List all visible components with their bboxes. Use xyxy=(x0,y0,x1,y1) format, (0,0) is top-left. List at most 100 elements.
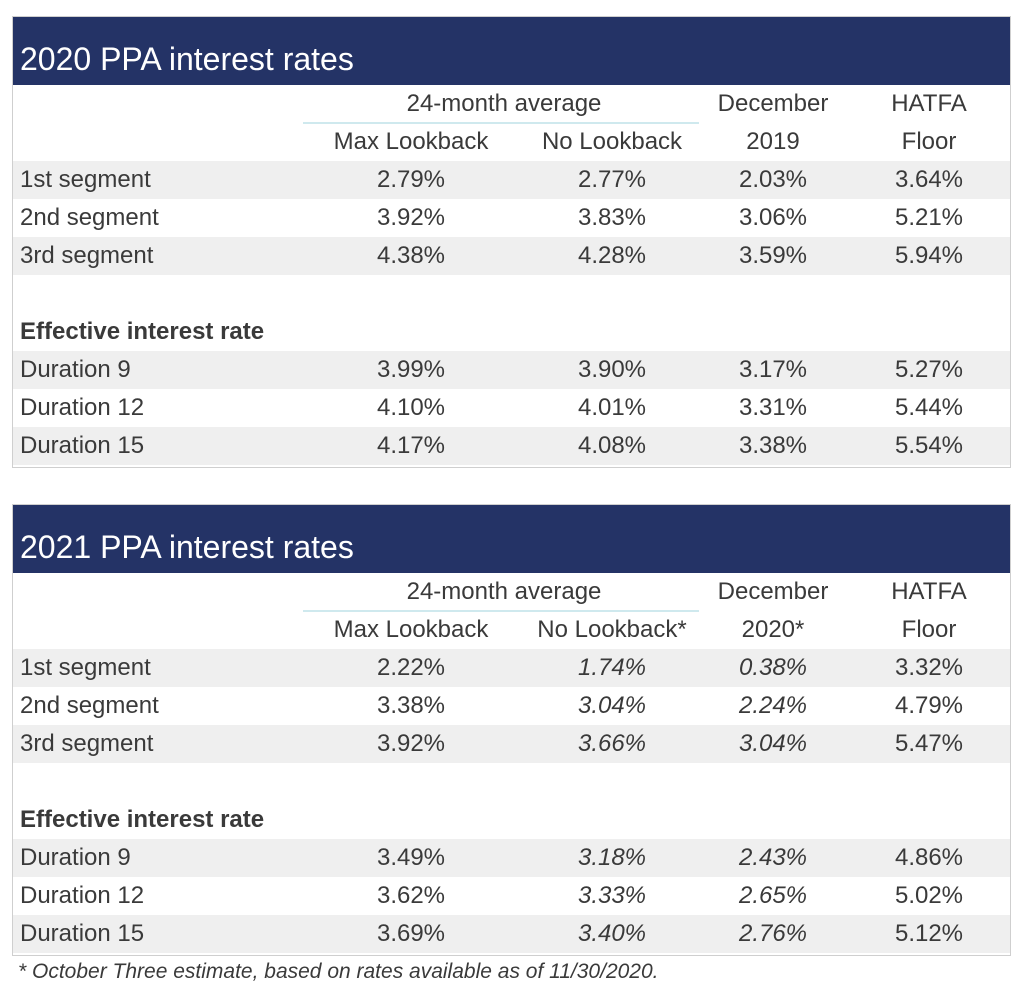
table-2021-ppa-rates: 2021 PPA interest rates 24-month average… xyxy=(12,504,1011,956)
table-row: Duration 9 3.49% 3.18% 2.43% 4.86% xyxy=(13,839,1010,877)
value-cell: 1.74% xyxy=(577,654,647,681)
col-header-max-lookback: Max Lookback xyxy=(333,128,489,155)
col-header-december: December xyxy=(717,90,829,117)
table-row: Duration 9 3.99% 3.90% 3.17% 5.27% xyxy=(13,351,1010,389)
value-cell: 3.33% xyxy=(577,882,647,909)
table-row: Duration 12 3.62% 3.33% 2.65% 5.02% xyxy=(13,877,1010,915)
table-row: 3rd segment 4.38% 4.28% 3.59% 5.94% xyxy=(13,237,1010,275)
value-cell: 5.02% xyxy=(894,882,964,909)
value-cell: 3.92% xyxy=(376,730,446,757)
value-cell: 3.92% xyxy=(376,204,446,231)
value-cell: 3.69% xyxy=(376,920,446,947)
col-header-year: 2019 xyxy=(746,128,800,155)
value-cell: 4.79% xyxy=(894,692,964,719)
value-cell: 4.10% xyxy=(376,394,446,421)
value-cell: 3.62% xyxy=(376,882,446,909)
value-cell: 4.28% xyxy=(577,242,647,269)
value-cell: 4.08% xyxy=(577,432,647,459)
col-header-no-lookback: No Lookback* xyxy=(537,616,687,643)
value-cell: 5.54% xyxy=(894,432,964,459)
row-label: 1st segment xyxy=(20,654,151,681)
section-heading: Effective interest rate xyxy=(20,806,265,833)
value-cell: 3.83% xyxy=(577,204,647,231)
value-cell: 2.79% xyxy=(376,166,446,193)
value-cell: 3.17% xyxy=(738,356,808,383)
value-cell: 3.04% xyxy=(738,730,808,757)
header-row-bottom: Max Lookback No Lookback* 2020* Floor xyxy=(13,611,1010,649)
value-cell: 3.40% xyxy=(577,920,647,947)
row-label: 1st segment xyxy=(20,166,151,193)
value-cell: 2.24% xyxy=(738,692,808,719)
col-header-hatfa: HATFA xyxy=(891,578,967,605)
value-cell: 2.77% xyxy=(577,166,647,193)
header-row-bottom: Max Lookback No Lookback 2019 Floor xyxy=(13,123,1010,161)
group-header: 24-month average xyxy=(406,90,602,117)
value-cell: 5.47% xyxy=(894,730,964,757)
col-header-max-lookback: Max Lookback xyxy=(333,616,489,643)
col-header-december: December xyxy=(717,578,829,605)
row-label: 3rd segment xyxy=(20,730,154,757)
value-cell: 4.17% xyxy=(376,432,446,459)
table-row: 3rd segment 3.92% 3.66% 3.04% 5.47% xyxy=(13,725,1010,763)
value-cell: 3.49% xyxy=(376,844,446,871)
row-label: Duration 12 xyxy=(20,394,145,421)
value-cell: 5.21% xyxy=(894,204,964,231)
table-2020-ppa-rates: 2020 PPA interest rates 24-month average… xyxy=(12,16,1011,468)
spacer-row xyxy=(13,763,1010,801)
group-header-rule xyxy=(303,122,699,124)
col-header-no-lookback: No Lookback xyxy=(541,128,683,155)
row-label: 2nd segment xyxy=(20,692,159,719)
value-cell: 3.38% xyxy=(376,692,446,719)
group-header-rule xyxy=(303,610,699,612)
value-cell: 3.18% xyxy=(577,844,647,871)
col-header-hatfa: HATFA xyxy=(891,90,967,117)
table-title: 2021 PPA interest rates xyxy=(13,505,1010,573)
value-cell: 5.44% xyxy=(894,394,964,421)
row-label: Duration 12 xyxy=(20,882,145,909)
row-label: 2nd segment xyxy=(20,204,159,231)
row-label: Duration 9 xyxy=(20,356,131,383)
value-cell: 3.99% xyxy=(376,356,446,383)
table-row: Duration 15 4.17% 4.08% 3.38% 5.54% xyxy=(13,427,1010,465)
table-row: Duration 12 4.10% 4.01% 3.31% 5.44% xyxy=(13,389,1010,427)
value-cell: 3.59% xyxy=(738,242,808,269)
value-cell: 4.86% xyxy=(894,844,964,871)
col-header-year: 2020* xyxy=(741,616,805,643)
header-row-top: 24-month average December HATFA xyxy=(13,573,1010,612)
value-cell: 3.32% xyxy=(894,654,964,681)
value-cell: 2.22% xyxy=(376,654,446,681)
value-cell: 2.03% xyxy=(738,166,808,193)
row-label: Duration 15 xyxy=(20,432,145,459)
spacer-row xyxy=(13,275,1010,313)
col-header-floor: Floor xyxy=(901,616,957,643)
value-cell: 3.64% xyxy=(894,166,964,193)
value-cell: 3.90% xyxy=(577,356,647,383)
section-header-row: Effective interest rate xyxy=(13,801,1010,839)
row-label: Duration 9 xyxy=(20,844,131,871)
value-cell: 2.76% xyxy=(738,920,808,947)
value-cell: 0.38% xyxy=(738,654,808,681)
value-cell: 5.94% xyxy=(894,242,964,269)
value-cell: 3.04% xyxy=(577,692,647,719)
group-header: 24-month average xyxy=(406,578,602,605)
table-row: 1st segment 2.22% 1.74% 0.38% 3.32% xyxy=(13,649,1010,687)
value-cell: 3.66% xyxy=(577,730,647,757)
value-cell: 3.38% xyxy=(738,432,808,459)
value-cell: 5.27% xyxy=(894,356,964,383)
table-row: 2nd segment 3.38% 3.04% 2.24% 4.79% xyxy=(13,687,1010,725)
col-header-floor: Floor xyxy=(901,128,957,155)
value-cell: 5.12% xyxy=(894,920,964,947)
table-title: 2020 PPA interest rates xyxy=(13,17,1010,85)
section-header-row: Effective interest rate xyxy=(13,313,1010,351)
value-cell: 3.06% xyxy=(738,204,808,231)
value-cell: 4.38% xyxy=(376,242,446,269)
section-heading: Effective interest rate xyxy=(20,318,265,345)
table-row: 1st segment 2.79% 2.77% 2.03% 3.64% xyxy=(13,161,1010,199)
row-label: Duration 15 xyxy=(20,920,145,947)
value-cell: 4.01% xyxy=(577,394,647,421)
row-label: 3rd segment xyxy=(20,242,154,269)
header-row-top: 24-month average December HATFA xyxy=(13,85,1010,124)
table-row: Duration 15 3.69% 3.40% 2.76% 5.12% xyxy=(13,915,1010,953)
value-cell: 3.31% xyxy=(738,394,808,421)
value-cell: 2.65% xyxy=(738,882,808,909)
